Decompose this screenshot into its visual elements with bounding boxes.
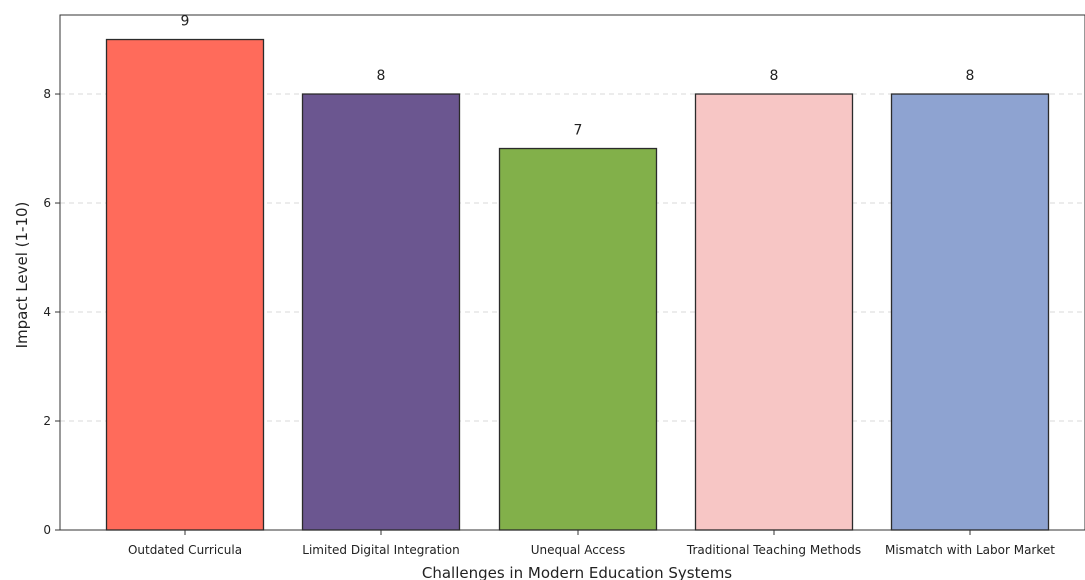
- x-tick-label: Mismatch with Labor Market: [885, 543, 1055, 557]
- bar-value-label: 8: [770, 68, 779, 84]
- bar-value-label: 8: [377, 68, 386, 84]
- y-tick-label: 4: [43, 305, 51, 319]
- x-tick-label: Unequal Access: [531, 543, 626, 557]
- y-axis-ticks: 0 2 4 6 8: [43, 87, 60, 537]
- bar: [890, 93, 1050, 531]
- y-tick-label: 8: [43, 87, 51, 101]
- x-axis-title: Challenges in Modern Education Systems: [422, 564, 732, 580]
- x-tick-label: Outdated Curricula: [128, 543, 242, 557]
- bar: [498, 147, 658, 531]
- y-tick-label: 6: [43, 196, 51, 210]
- bars: 9 8 7 8 8: [105, 14, 1050, 531]
- bar-value-label: 8: [966, 68, 975, 84]
- bar: [301, 93, 461, 531]
- bar: [105, 38, 265, 531]
- x-tick-label: Traditional Teaching Methods: [686, 543, 861, 557]
- y-axis-title: Impact Level (1-10): [13, 202, 31, 349]
- bar-value-label: 7: [574, 123, 583, 139]
- y-tick-label: 2: [43, 414, 51, 428]
- bar-value-label: 9: [181, 14, 190, 30]
- x-axis-ticks: Outdated Curricula Limited Digital Integr…: [128, 530, 1055, 557]
- y-tick-label: 0: [43, 523, 51, 537]
- x-tick-label: Limited Digital Integration: [302, 543, 459, 557]
- bar: [694, 93, 854, 531]
